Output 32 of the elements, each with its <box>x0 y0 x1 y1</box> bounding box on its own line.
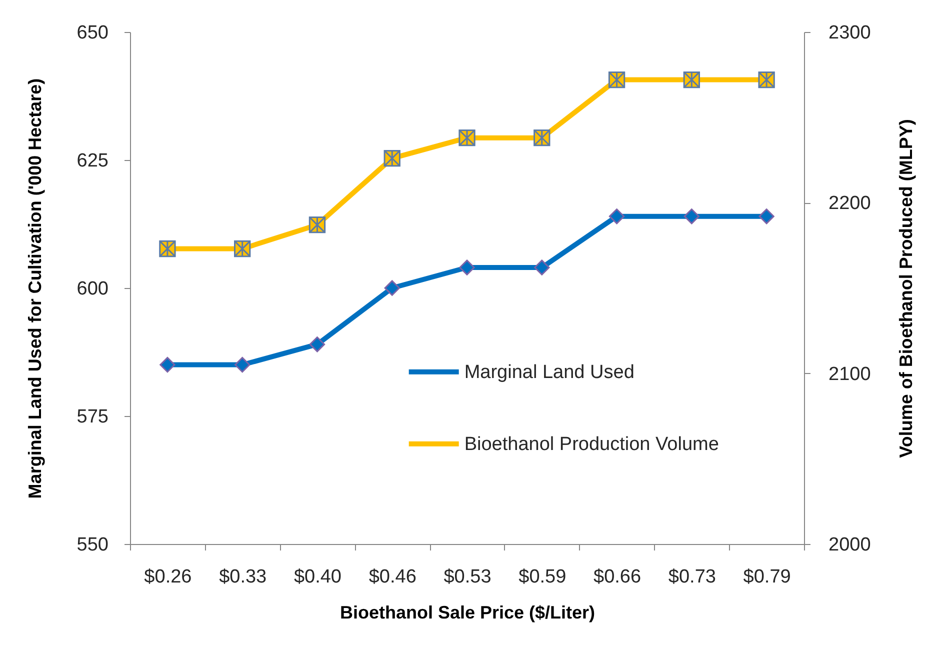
point <box>384 280 400 296</box>
y2-axis-title: Volume of Bioethanol Produced (MLPY) <box>896 119 916 458</box>
y-tick-label: 575 <box>76 406 108 428</box>
x-tick-label: $0.73 <box>668 566 716 588</box>
y2-tick-label: 2300 <box>828 22 871 44</box>
legend-label: Bioethanol Production Volume <box>464 434 719 455</box>
point <box>459 260 475 276</box>
point <box>309 336 326 352</box>
point <box>684 208 700 224</box>
point <box>160 356 176 373</box>
x-tick-label: $0.40 <box>294 566 342 588</box>
x-tick-label: $0.33 <box>219 566 267 588</box>
point <box>234 356 250 373</box>
legend-label: Marginal Land Used <box>464 362 634 383</box>
y-tick-label: 550 <box>76 534 108 556</box>
x-tick-label: $0.79 <box>743 566 791 588</box>
y-tick-label: 600 <box>76 278 108 300</box>
x-tick-label: $0.46 <box>368 566 416 588</box>
point <box>608 208 625 224</box>
y-tick-label: 625 <box>76 150 108 172</box>
x-tick-label: $0.66 <box>594 566 642 588</box>
point <box>534 260 550 276</box>
y2-tick-label: 2100 <box>828 364 871 385</box>
y2-tick-label: 2000 <box>828 534 871 556</box>
x-axis-title: Bioethanol Sale Price ($/Liter) <box>340 602 596 622</box>
x-tick-label: $0.53 <box>444 566 492 588</box>
point <box>758 208 774 224</box>
x-tick-label: $0.26 <box>144 566 192 588</box>
y2-tick-label: 2200 <box>828 193 871 214</box>
y-axis-title: Marginal Land Used for Cultivation ('000 Hectare) <box>24 78 45 499</box>
x-tick-label: $0.59 <box>518 566 566 588</box>
y-tick-label: 650 <box>76 22 108 44</box>
